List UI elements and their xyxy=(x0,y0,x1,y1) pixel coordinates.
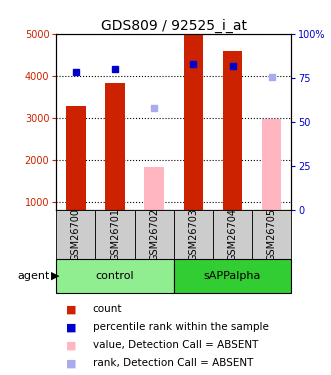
Text: GSM26705: GSM26705 xyxy=(267,208,277,261)
Bar xyxy=(105,83,125,210)
Bar xyxy=(174,259,291,292)
Text: percentile rank within the sample: percentile rank within the sample xyxy=(93,322,268,332)
Title: GDS809 / 92525_i_at: GDS809 / 92525_i_at xyxy=(101,19,247,33)
Bar xyxy=(135,210,174,259)
Bar xyxy=(262,118,281,210)
Bar xyxy=(144,167,164,210)
Bar xyxy=(184,35,203,210)
Text: agent: agent xyxy=(17,271,50,280)
Text: GSM26703: GSM26703 xyxy=(188,208,198,261)
Text: GSM26704: GSM26704 xyxy=(227,208,238,261)
Text: ▶: ▶ xyxy=(51,271,60,280)
Bar xyxy=(213,210,252,259)
Text: GSM26701: GSM26701 xyxy=(110,208,120,261)
Bar xyxy=(223,51,242,210)
Bar xyxy=(252,210,291,259)
Bar xyxy=(56,259,174,292)
Text: ■: ■ xyxy=(66,304,77,314)
Text: GSM26700: GSM26700 xyxy=(71,208,81,261)
Text: ■: ■ xyxy=(66,322,77,332)
Text: sAPPalpha: sAPPalpha xyxy=(204,271,261,280)
Bar xyxy=(95,210,135,259)
Text: ■: ■ xyxy=(66,340,77,350)
Text: rank, Detection Call = ABSENT: rank, Detection Call = ABSENT xyxy=(93,358,253,368)
Bar xyxy=(174,210,213,259)
Text: GSM26702: GSM26702 xyxy=(149,208,159,261)
Text: ■: ■ xyxy=(66,358,77,368)
Text: control: control xyxy=(96,271,134,280)
Text: value, Detection Call = ABSENT: value, Detection Call = ABSENT xyxy=(93,340,258,350)
Bar xyxy=(66,106,86,210)
Bar xyxy=(56,210,95,259)
Text: count: count xyxy=(93,304,122,314)
